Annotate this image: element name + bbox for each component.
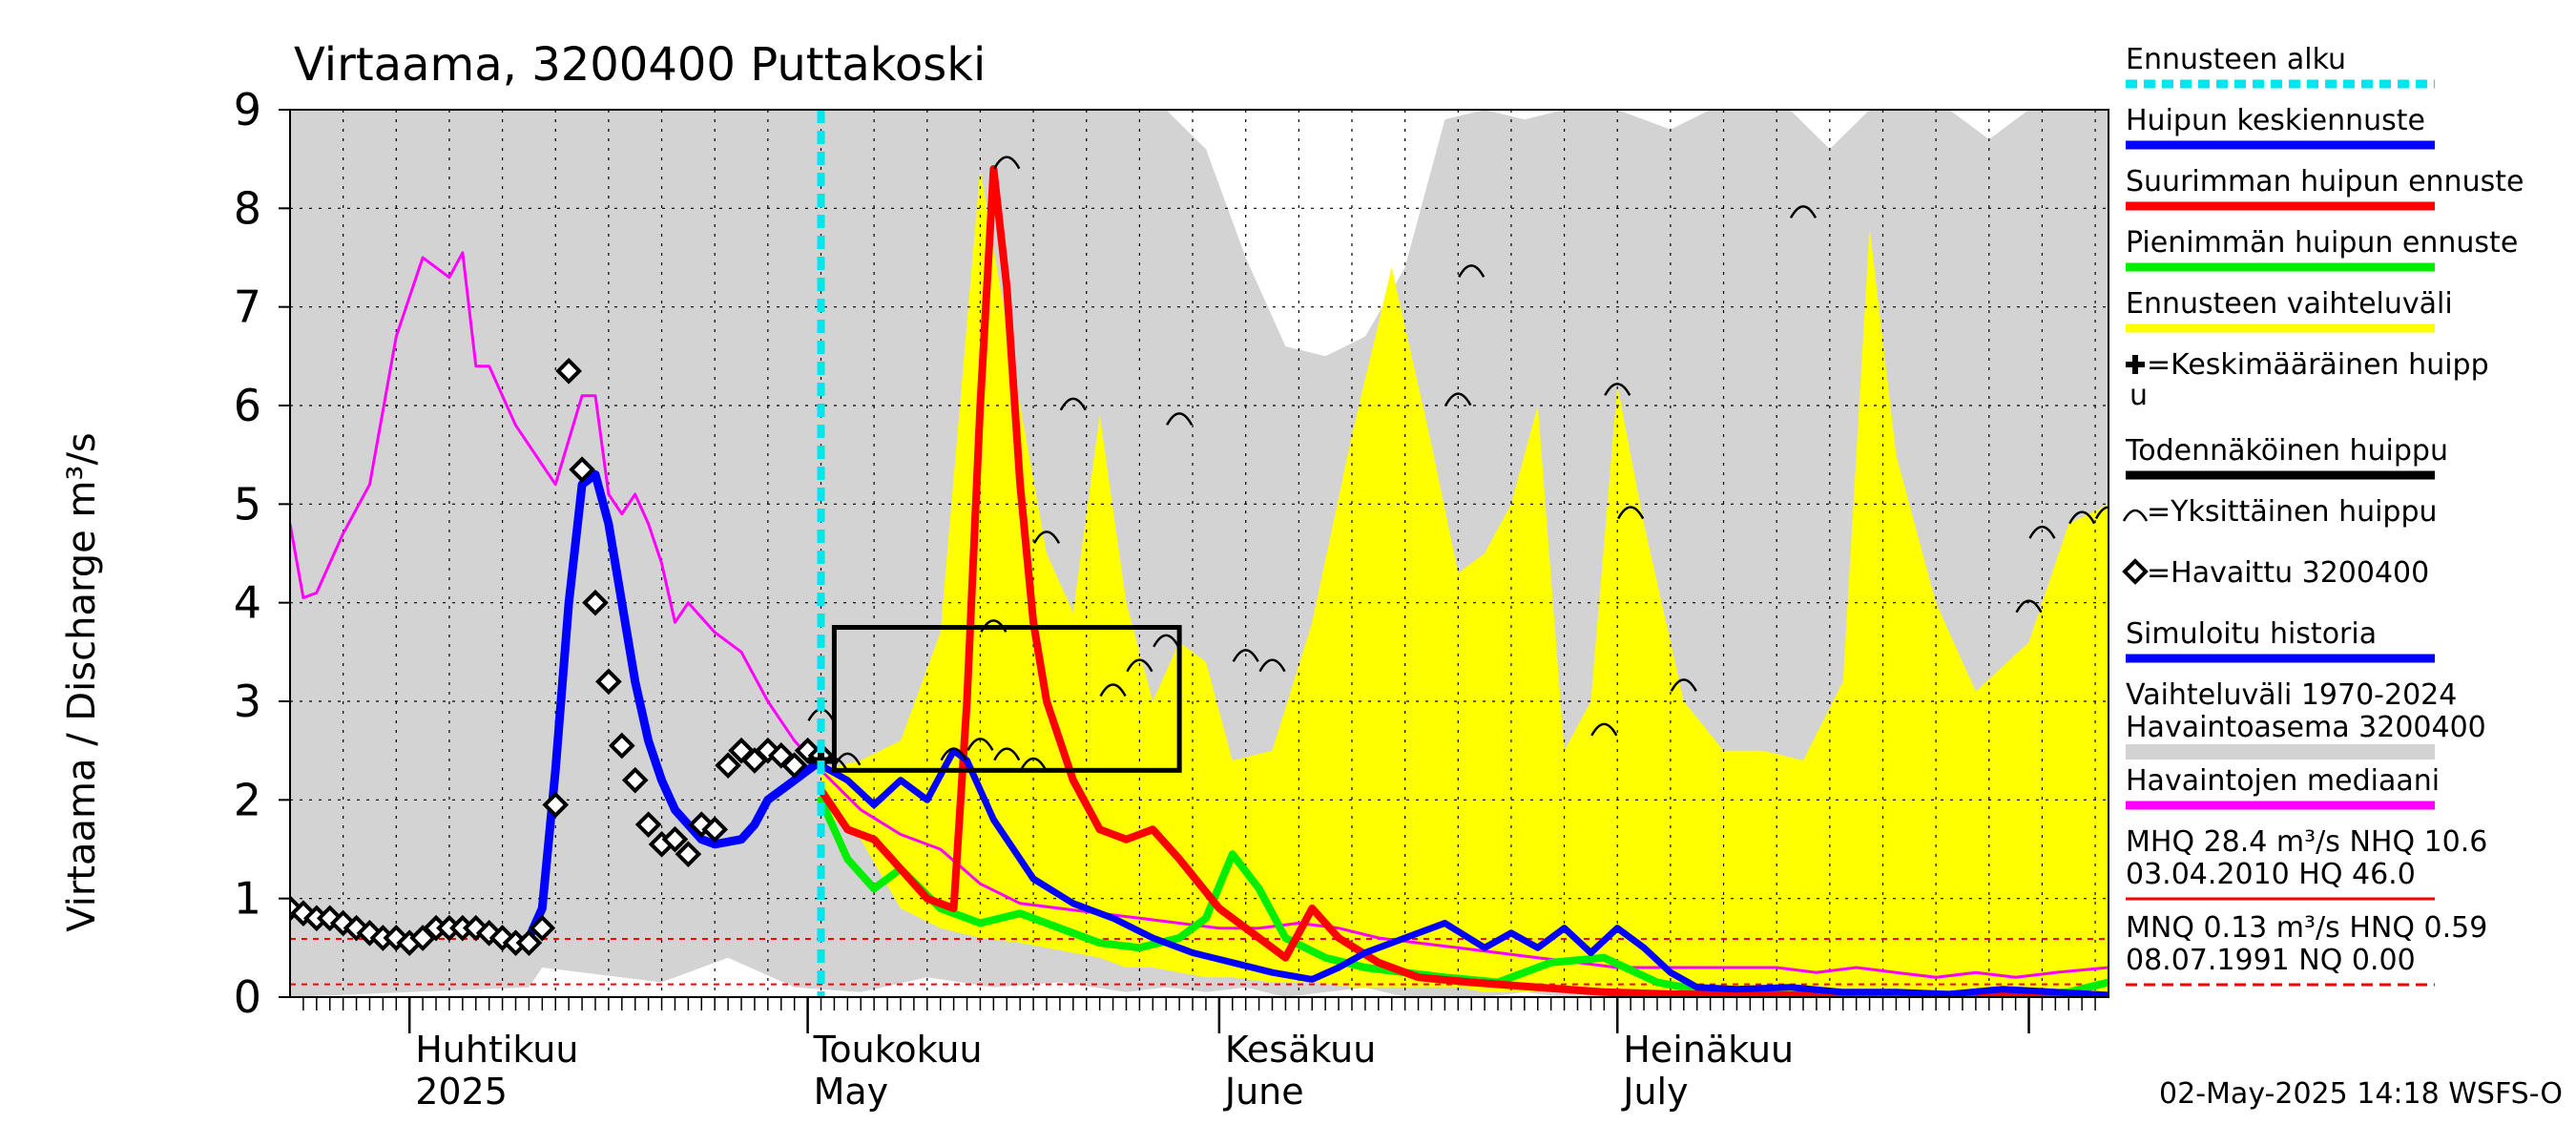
single-peak-marker [1099, 683, 1127, 697]
single-peak-marker [1789, 205, 1818, 219]
single-peak-marker [993, 156, 1021, 170]
single-peak-marker [1153, 634, 1180, 648]
y-tick-label: 9 [234, 84, 261, 135]
plot-content [290, 110, 2109, 997]
y-tick-label: 2 [234, 774, 261, 825]
y-tick-label: 3 [234, 676, 261, 727]
plot-frame [289, 109, 2109, 998]
x-tick-label-sub: May [814, 1071, 889, 1113]
y-tick-label: 0 [234, 971, 261, 1023]
single-peak-marker [980, 619, 1008, 633]
single-peak-marker [1444, 392, 1472, 406]
observed-point [675, 841, 702, 867]
probable-peak-box [831, 625, 1182, 773]
legend-label: Todennäköinen huippu [2125, 434, 2448, 468]
observed-point [529, 914, 556, 942]
single-peak-marker [1032, 531, 1061, 544]
y-axis: 0 1 2 3 4 5 6 7 8 9 [234, 84, 290, 1023]
y-tick-label: 1 [234, 873, 261, 925]
single-peak-marker [940, 747, 967, 761]
single-peak-marker [1019, 757, 1048, 771]
legend-label-line2: u [2129, 379, 2148, 412]
chart-title: Virtaama, 3200400 Puttakoski [294, 38, 986, 92]
observed-point [595, 668, 622, 696]
legend-label: Vaihteluväli 1970-2024 [2126, 678, 2457, 712]
legend-label: =Keskimääräinen huipp [2147, 348, 2489, 382]
legend-symbol-plus [2126, 355, 2145, 374]
y-tick-label: 7 [234, 281, 261, 333]
x-tick-label-sub: June [1223, 1071, 1304, 1113]
legend: Ennusteen alku Huipun keskiennuste Suurimm… [2122, 43, 2524, 987]
single-peak-marker [1232, 649, 1259, 662]
observed-point [542, 791, 570, 819]
observed-point [555, 358, 582, 385]
observed-point [608, 732, 635, 760]
legend-symbol-arc [2122, 509, 2149, 522]
series-line-havaintojen-mediaani [290, 251, 2109, 979]
y-tick-label: 5 [234, 478, 261, 530]
single-peak-marker [1166, 412, 1194, 426]
legend-label-line2: 08.07.1991 NQ 0.00 [2126, 944, 2416, 977]
observed-point [621, 766, 649, 794]
single-peak-marker [2094, 506, 2109, 520]
observed-point [701, 816, 729, 843]
grid [290, 110, 2109, 997]
legend-label: MHQ 28.4 m³/s NHQ 10.6 [2126, 825, 2487, 859]
single-peak-marker [1059, 397, 1087, 411]
single-peak-marker [966, 738, 994, 751]
x-tick-label-month: Kesäkuu [1225, 1029, 1377, 1071]
observed-point [634, 811, 662, 838]
legend-symbol-diamond [2122, 558, 2149, 585]
x-tick-label-month: Huhtikuu [415, 1029, 578, 1071]
legend-label: Simuloitu historia [2126, 617, 2377, 651]
legend-label: Ennusteen vaihteluväli [2126, 287, 2453, 321]
single-peak-marker [993, 747, 1021, 761]
legend-label: =Yksittäinen huippu [2147, 495, 2438, 529]
single-peak-marker [1126, 658, 1153, 673]
single-peak-marker [1590, 722, 1618, 737]
x-tick-label-sub: 2025 [415, 1071, 508, 1113]
x-tick-label-month: Toukokuu [813, 1029, 983, 1071]
y-tick-label: 6 [234, 380, 261, 431]
observed-point [515, 929, 543, 956]
plot-area [289, 109, 2109, 998]
single-peak-marker [1604, 383, 1631, 396]
legend-label: Pienimmän huipun ennuste [2126, 226, 2518, 260]
single-peak-marker [1258, 658, 1286, 673]
single-peak-marker [1670, 678, 1697, 692]
forecast-range-band [821, 169, 2109, 992]
legend-label: Suurimman huipun ennuste [2126, 165, 2524, 198]
legend-label-line2: 03.04.2010 HQ 46.0 [2126, 858, 2416, 891]
x-tick-label-month: Heinäkuu [1623, 1029, 1794, 1071]
y-tick-label: 4 [234, 577, 261, 629]
single-peak-marker [2015, 599, 2043, 614]
observed-point [715, 752, 741, 779]
y-axis-label: Virtaama / Discharge m³/s [60, 432, 104, 932]
legend-label: Ennusteen alku [2126, 43, 2346, 76]
x-tick-label-sub: July [1621, 1071, 1688, 1113]
legend-label: Havaintojen mediaani [2126, 764, 2440, 798]
single-peak-marker [1458, 264, 1485, 278]
legend-label-line2: Havaintoasema 3200400 [2126, 711, 2486, 744]
single-peak-marker [2028, 525, 2056, 539]
legend-label: =Havaittu 3200400 [2147, 556, 2429, 590]
observed-point [569, 456, 595, 483]
y-tick-label: 8 [234, 182, 261, 234]
footer-timestamp: 02-May-2025 14:18 WSFS-O [2159, 1077, 2563, 1111]
observed-point [780, 752, 808, 779]
observed-point [582, 589, 609, 616]
series-line-huipun-keskiennuste [818, 747, 2109, 997]
legend-label: MNQ 0.13 m³/s HNQ 0.59 [2126, 911, 2487, 945]
legend-label: Huipun keskiennuste [2126, 104, 2425, 137]
observed-point [661, 825, 689, 853]
single-peak-marker [2068, 510, 2096, 525]
single-peak-marker [1617, 506, 1645, 520]
single-peak-marker [834, 752, 862, 766]
